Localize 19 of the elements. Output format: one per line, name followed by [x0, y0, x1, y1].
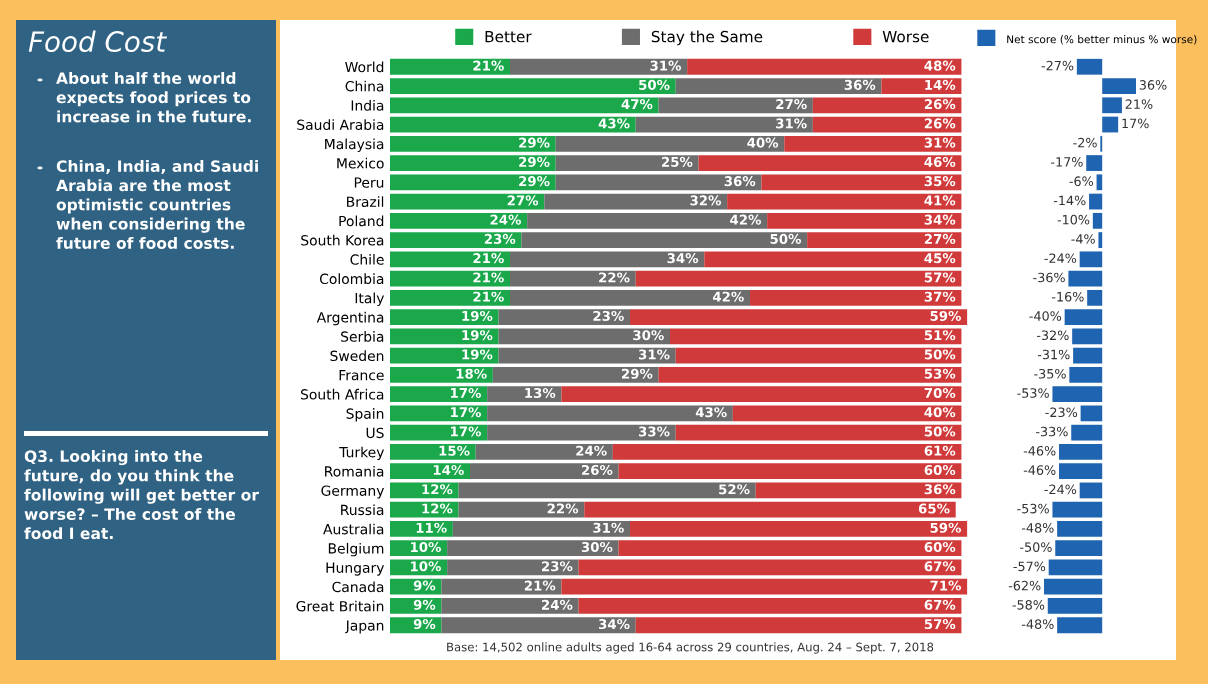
bar — [578, 559, 962, 576]
bar — [390, 193, 545, 210]
bar — [732, 405, 962, 422]
bar — [1102, 116, 1119, 133]
bar — [390, 116, 636, 133]
bar — [487, 405, 733, 422]
bar — [635, 270, 962, 287]
bar — [1076, 58, 1103, 75]
bar — [1068, 270, 1103, 287]
bar — [1089, 193, 1103, 210]
bar — [1079, 482, 1103, 499]
bar — [635, 116, 813, 133]
bar — [1080, 405, 1103, 422]
bar — [458, 482, 756, 499]
bar — [727, 193, 962, 210]
bar — [1048, 559, 1103, 576]
text: Food Cost — [28, 30, 168, 53]
bar — [544, 193, 728, 210]
bar — [755, 482, 962, 499]
